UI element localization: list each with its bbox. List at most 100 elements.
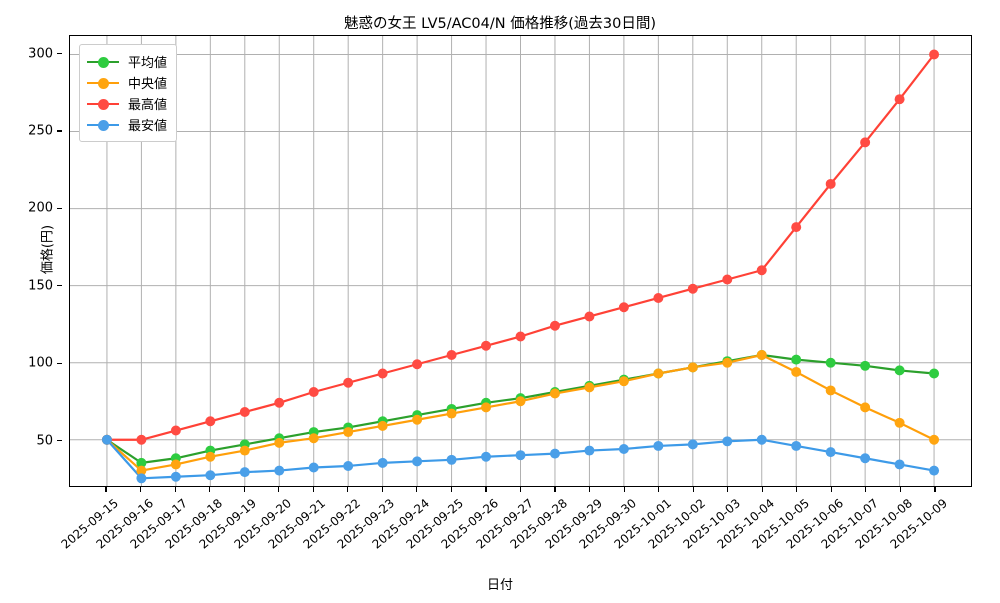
y-tick-label: 200 <box>28 200 53 216</box>
legend-label: 最高値 <box>128 98 168 113</box>
legend-swatch-icon <box>87 118 119 132</box>
series-line-0 <box>105 353 936 464</box>
data-point <box>205 470 216 481</box>
data-point <box>860 402 871 413</box>
legend-label: 平均値 <box>128 56 168 71</box>
x-tick-mark <box>312 487 314 492</box>
x-tick-mark <box>450 487 452 492</box>
chart-legend: 平均値中央値最高値最安値 <box>79 44 178 142</box>
data-point <box>584 382 595 393</box>
data-point <box>618 444 629 454</box>
data-point <box>481 402 492 413</box>
data-point <box>825 357 836 368</box>
data-point <box>722 274 733 285</box>
data-point <box>136 465 147 476</box>
data-point <box>687 362 698 373</box>
data-point <box>894 417 905 428</box>
data-point <box>791 440 802 451</box>
y-tick-label: 250 <box>28 123 53 139</box>
data-point <box>549 320 560 331</box>
data-point <box>170 459 181 470</box>
data-point <box>722 436 733 447</box>
x-tick-mark <box>796 487 798 492</box>
data-point <box>239 467 250 478</box>
y-tick-label: 300 <box>28 46 53 62</box>
data-point <box>446 350 457 360</box>
data-point <box>170 425 181 436</box>
data-point <box>549 388 560 399</box>
y-tick-mark <box>57 52 62 55</box>
data-point <box>860 453 871 464</box>
data-point <box>860 137 871 148</box>
data-point <box>756 265 767 276</box>
x-tick-mark <box>761 487 763 492</box>
plot-area <box>69 35 972 487</box>
y-tick-mark <box>57 285 62 287</box>
data-point <box>274 397 285 408</box>
data-point <box>101 434 112 445</box>
x-axis-ticks: 2025-09-15 2025-09-16 2025-09-17 2025-09-18… <box>0 487 1000 577</box>
data-point <box>584 445 595 456</box>
x-tick-mark <box>139 487 142 492</box>
data-point <box>343 460 354 471</box>
data-point <box>825 385 836 396</box>
legend-swatch-icon <box>87 76 119 90</box>
data-point <box>136 434 147 445</box>
data-point <box>929 49 940 60</box>
legend-item-3: 最安値 <box>87 114 167 135</box>
x-axis-label: 日付 <box>486 578 513 593</box>
legend-label: 中央値 <box>128 77 168 92</box>
legend-item-0: 平均値 <box>87 51 167 72</box>
legend-swatch-icon <box>87 97 119 111</box>
x-tick-mark <box>381 487 383 492</box>
data-point <box>756 350 767 360</box>
data-point <box>446 454 457 465</box>
data-point <box>618 376 629 387</box>
legend-label: 最安値 <box>128 119 168 134</box>
x-tick-mark <box>278 487 280 492</box>
data-point <box>136 473 147 484</box>
legend-item-1: 中央値 <box>87 72 167 93</box>
x-tick-mark <box>727 487 729 492</box>
x-tick-mark <box>588 487 591 492</box>
data-point <box>343 427 354 438</box>
data-point <box>136 457 147 468</box>
data-point <box>756 434 767 445</box>
x-tick-mark <box>692 487 694 492</box>
x-tick-mark <box>105 487 107 492</box>
x-tick-mark <box>243 487 245 492</box>
data-point <box>894 459 905 470</box>
data-point <box>377 457 388 468</box>
data-point <box>653 440 664 451</box>
data-point <box>653 368 664 379</box>
data-point <box>894 94 905 105</box>
data-point <box>481 340 492 351</box>
y-tick-mark <box>57 362 62 364</box>
data-point <box>515 450 526 461</box>
x-tick-mark <box>347 487 349 492</box>
y-tick-mark <box>57 207 62 209</box>
data-point <box>791 354 802 365</box>
x-tick-mark <box>658 487 660 492</box>
data-point <box>308 462 319 473</box>
data-point <box>377 420 388 431</box>
data-series-layer <box>101 49 940 484</box>
x-tick-mark <box>899 487 902 492</box>
data-point <box>515 331 526 342</box>
data-point <box>929 368 940 379</box>
data-point <box>377 368 388 379</box>
data-point <box>929 465 940 476</box>
data-point <box>825 178 836 189</box>
x-tick-mark <box>485 487 487 492</box>
legend-swatch-icon <box>87 55 119 69</box>
data-point <box>584 311 595 322</box>
data-point <box>205 416 216 427</box>
x-tick-mark <box>623 487 625 492</box>
x-tick-mark <box>830 487 832 492</box>
data-point <box>929 434 940 445</box>
data-point <box>791 366 802 377</box>
x-tick-mark <box>519 487 522 492</box>
data-point <box>481 451 492 462</box>
data-point <box>687 283 698 294</box>
